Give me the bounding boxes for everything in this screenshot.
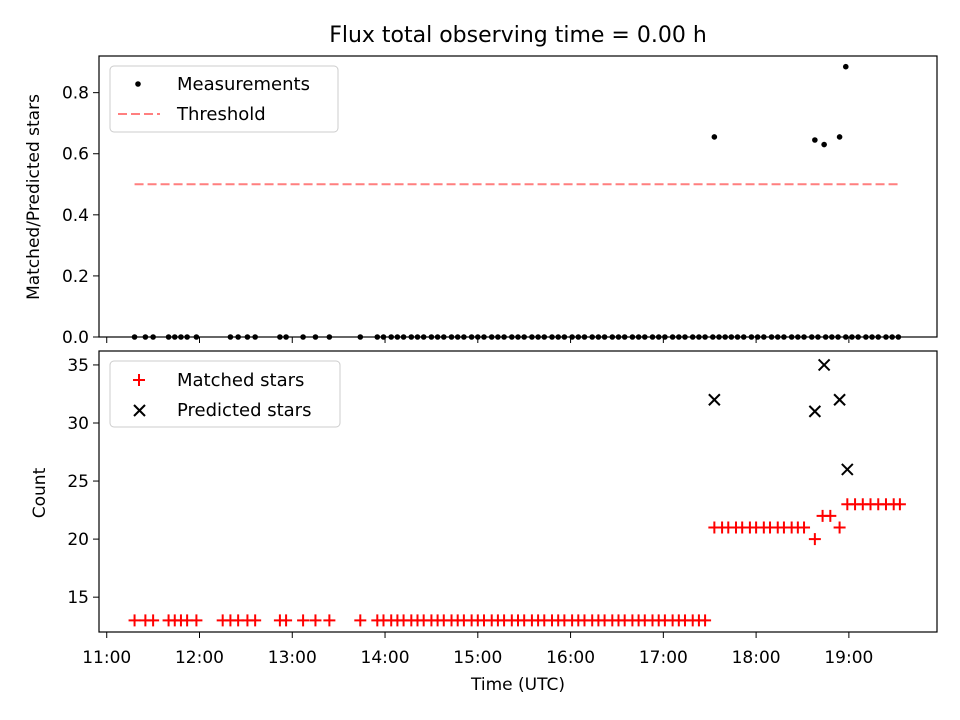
matched-star-point — [323, 614, 336, 627]
x-tick-label: 16:00 — [546, 648, 595, 668]
legend-matched-marker — [133, 374, 145, 386]
matched-star-point — [147, 614, 160, 627]
x-tick-label: 19:00 — [824, 648, 873, 668]
matched-star-point — [833, 521, 846, 534]
measurement-point — [842, 63, 849, 70]
bottom-y-tick-label: 25 — [67, 472, 89, 492]
bottom-y-tick-label: 30 — [67, 414, 89, 434]
top-y-tick-label: 0.0 — [62, 328, 89, 348]
bottom-legend: Matched stars Predicted stars — [109, 360, 341, 428]
top-y-tick-label: 0.2 — [62, 267, 89, 287]
predicted-star-point — [817, 358, 831, 372]
bottom-y-tick-label: 35 — [67, 356, 89, 376]
top-y-tick-label: 0.6 — [62, 145, 89, 165]
x-tick-label: 12:00 — [175, 648, 224, 668]
predicted-star-point — [841, 463, 854, 476]
measurement-point — [836, 134, 843, 140]
predicted-star-point — [833, 393, 846, 406]
bottom-legend-box — [109, 360, 341, 428]
bottom-y-axis: 15 20 25 30 35 — [67, 356, 99, 608]
matched-star-point — [309, 614, 322, 627]
matched-star-point — [893, 498, 906, 511]
legend-measurements-marker — [135, 81, 141, 87]
matched-star-point — [699, 614, 712, 627]
x-tick-label: 17:00 — [639, 648, 688, 668]
top-y-axis-label: Matched/Predicted stars — [24, 94, 44, 300]
matched-star-point — [280, 614, 293, 627]
matched-star-point — [249, 614, 262, 627]
top-legend: Measurements Threshold — [109, 65, 339, 133]
legend-predicted-label: Predicted stars — [177, 400, 311, 421]
legend-predicted-marker — [133, 404, 146, 417]
x-tick-label: 11:00 — [82, 648, 131, 668]
top-axes-frame — [98, 55, 938, 338]
matched-star-point — [824, 509, 837, 522]
top-y-tick-label: 0.4 — [62, 206, 89, 226]
matched-star-point — [297, 614, 310, 627]
x-tick-label: 15:00 — [453, 648, 502, 668]
x-axis-label: Time (UTC) — [470, 675, 565, 695]
top-y-tick-label: 0.8 — [62, 84, 89, 104]
measurement-point — [711, 134, 718, 140]
bottom-y-tick-label: 20 — [67, 530, 89, 550]
bottom-axes-frame — [98, 350, 938, 633]
top-legend-box — [109, 65, 339, 133]
top-y-axis: 0.0 0.2 0.4 0.6 0.8 — [62, 84, 99, 348]
measurement-point — [821, 141, 827, 148]
bottom-x-axis: 11:00 12:00 13:00 14:00 15:00 16:00 17:00 18:00… — [82, 632, 873, 668]
measurement-point — [812, 137, 818, 143]
matched-star-point — [798, 521, 811, 534]
x-tick-label: 13:00 — [268, 648, 317, 668]
predicted-star-point — [808, 405, 822, 418]
matched-star-point — [808, 533, 821, 546]
chart-title: Flux total observing time = 0.00 h — [329, 23, 707, 48]
matched-star-point — [354, 614, 367, 627]
bottom-y-tick-label: 15 — [67, 588, 89, 608]
predicted-star-point — [708, 393, 721, 406]
legend-measurements-label: Measurements — [177, 74, 310, 95]
matched-star-point — [190, 614, 203, 627]
bottom-plot-area — [128, 358, 906, 627]
x-tick-label: 18:00 — [732, 648, 781, 668]
x-tick-label: 14:00 — [361, 648, 410, 668]
top-x-axis — [106, 337, 850, 343]
matched-star-point — [128, 614, 141, 627]
legend-threshold-label: Threshold — [176, 104, 266, 125]
legend-matched-label: Matched stars — [177, 370, 304, 391]
bottom-y-axis-label: Count — [30, 467, 50, 518]
